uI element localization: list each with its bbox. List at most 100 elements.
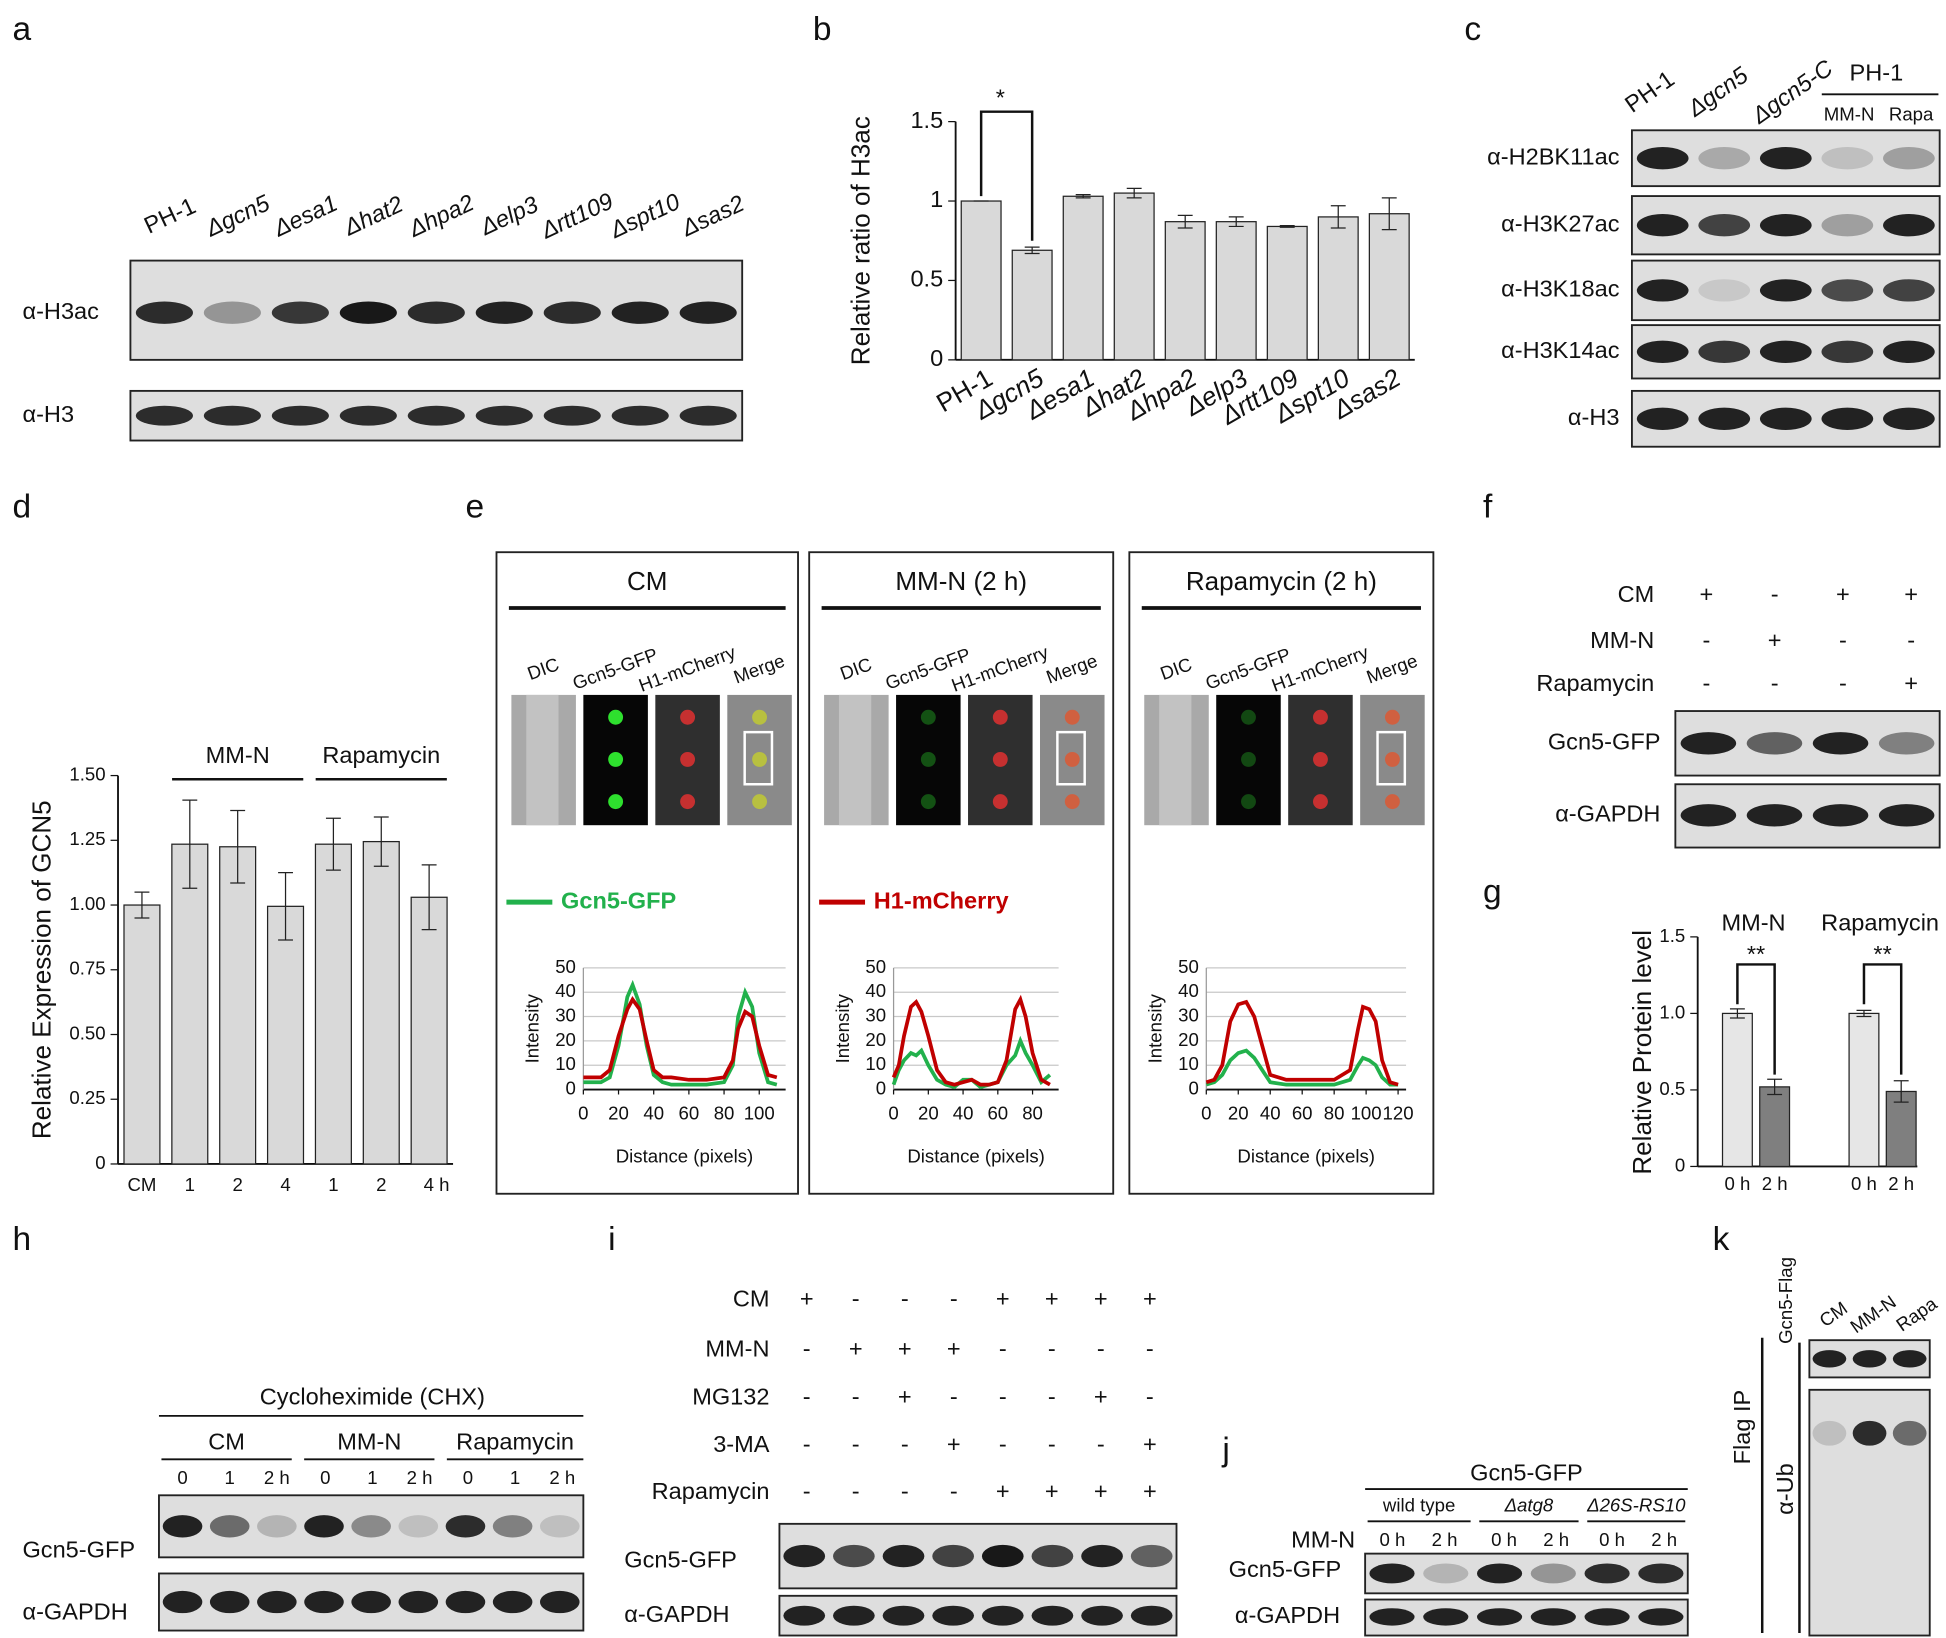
lane-label: Δhpa2 xyxy=(404,189,478,242)
band xyxy=(135,301,193,324)
panel-letter: k xyxy=(1713,1221,1730,1258)
nucleus xyxy=(1241,709,1256,725)
condition-label: CM xyxy=(733,1286,770,1312)
condition-sign: + xyxy=(849,1335,863,1361)
band xyxy=(981,1544,1024,1568)
condition-sign: - xyxy=(852,1384,860,1410)
error-bar xyxy=(421,864,437,931)
nucleus xyxy=(992,751,1008,767)
lane-label: MM-N xyxy=(1846,1291,1900,1337)
bar xyxy=(1113,192,1155,361)
lane-label: CM xyxy=(1815,1297,1851,1331)
image-label: Merge xyxy=(731,650,788,688)
lane-label: Δesa1 xyxy=(269,190,342,242)
x-tick-label: 2 xyxy=(232,1174,242,1195)
zoom-box xyxy=(743,730,774,786)
band xyxy=(1680,804,1737,827)
condition-sign: + xyxy=(947,1335,961,1361)
band xyxy=(135,405,193,426)
x-tick-label: 40 xyxy=(953,1102,974,1123)
time-label: 1 xyxy=(510,1467,520,1488)
axis-title: Intensity xyxy=(832,993,853,1063)
lane-label: Rapa xyxy=(1892,1292,1941,1335)
condition-sign: - xyxy=(950,1384,958,1410)
y-tick-label: 1.50 xyxy=(69,763,105,784)
panel-letter: g xyxy=(1483,873,1502,910)
band xyxy=(1584,1563,1630,1584)
y-tick-label: 0.25 xyxy=(69,1087,105,1108)
band xyxy=(445,1590,486,1614)
condition-sign: - xyxy=(950,1286,958,1312)
x-tick-label: 0 xyxy=(1201,1102,1211,1123)
band xyxy=(1423,1563,1469,1584)
condition-sign: - xyxy=(1048,1431,1056,1457)
condition-sign: - xyxy=(1048,1384,1056,1410)
condition-sign: - xyxy=(901,1286,909,1312)
y-tick-label: 0 xyxy=(95,1152,105,1173)
error-bar xyxy=(1729,1008,1745,1019)
bar xyxy=(1266,225,1308,361)
y-tick-label: 1 xyxy=(930,186,943,212)
condition-label: MM-N xyxy=(1291,1526,1355,1552)
nucleus xyxy=(608,709,624,725)
y-tick-label: 1.00 xyxy=(69,893,105,914)
band xyxy=(1584,1608,1630,1626)
condition-sign: + xyxy=(1768,627,1782,653)
panel-title: MM-N (2 h) xyxy=(895,566,1027,596)
band xyxy=(1636,214,1689,237)
band xyxy=(1698,340,1751,363)
condition-sign: - xyxy=(901,1431,909,1457)
band xyxy=(1821,214,1874,237)
band xyxy=(1423,1608,1469,1626)
condition-sign: + xyxy=(1094,1478,1108,1504)
condition-sign: + xyxy=(1143,1478,1157,1504)
condition-sign: - xyxy=(1097,1335,1105,1361)
lane-label: Δelp3 xyxy=(475,191,542,240)
y-tick-label: 20 xyxy=(1178,1029,1199,1050)
nucleus xyxy=(1384,709,1400,725)
band xyxy=(1821,340,1874,363)
image-label: DIC xyxy=(1157,653,1194,684)
condition-sign: - xyxy=(999,1335,1007,1361)
nucleus xyxy=(1241,794,1256,810)
lane-label: Δhat2 xyxy=(339,191,407,241)
time-label: 2 h xyxy=(549,1467,575,1488)
condition-sign: - xyxy=(852,1431,860,1457)
condition-sign: + xyxy=(996,1286,1010,1312)
panel-letter: i xyxy=(608,1221,615,1258)
panel-title: CM xyxy=(627,566,668,596)
band xyxy=(1883,340,1935,363)
condition-sign: + xyxy=(947,1431,961,1457)
error-bar xyxy=(134,891,150,919)
nucleus xyxy=(1384,751,1400,767)
error-bar xyxy=(325,817,341,871)
row-label: α-GAPDH xyxy=(1235,1602,1340,1628)
group-label: MM-N xyxy=(337,1428,401,1454)
band xyxy=(1878,804,1935,827)
error-bar xyxy=(278,872,293,941)
band xyxy=(1636,147,1689,170)
band xyxy=(492,1515,533,1538)
condition-sign: - xyxy=(1907,627,1915,653)
blot xyxy=(1364,1552,1689,1595)
y-tick-label: 50 xyxy=(1178,956,1199,977)
bracket xyxy=(1862,963,1903,1075)
error-bar xyxy=(1126,187,1142,199)
time-label: 0 xyxy=(463,1467,473,1488)
panel-frame xyxy=(808,551,1115,1195)
x-tick-label: 60 xyxy=(1292,1102,1313,1123)
y-tick-label: 50 xyxy=(865,956,886,977)
condition-sign: + xyxy=(1045,1478,1059,1504)
band xyxy=(1812,732,1869,755)
y-tick-label: 0 xyxy=(1188,1077,1198,1098)
group-label: Rapamycin xyxy=(322,742,440,768)
micrograph xyxy=(1216,694,1281,826)
y-tick-label: 10 xyxy=(1178,1053,1199,1074)
band xyxy=(351,1590,391,1614)
condition-sign: - xyxy=(803,1478,811,1504)
axis-title: Intensity xyxy=(1145,993,1166,1063)
condition-label: MM-N xyxy=(1590,627,1654,653)
bar xyxy=(1011,249,1053,361)
blot xyxy=(1364,1598,1689,1637)
nucleus xyxy=(920,709,936,725)
